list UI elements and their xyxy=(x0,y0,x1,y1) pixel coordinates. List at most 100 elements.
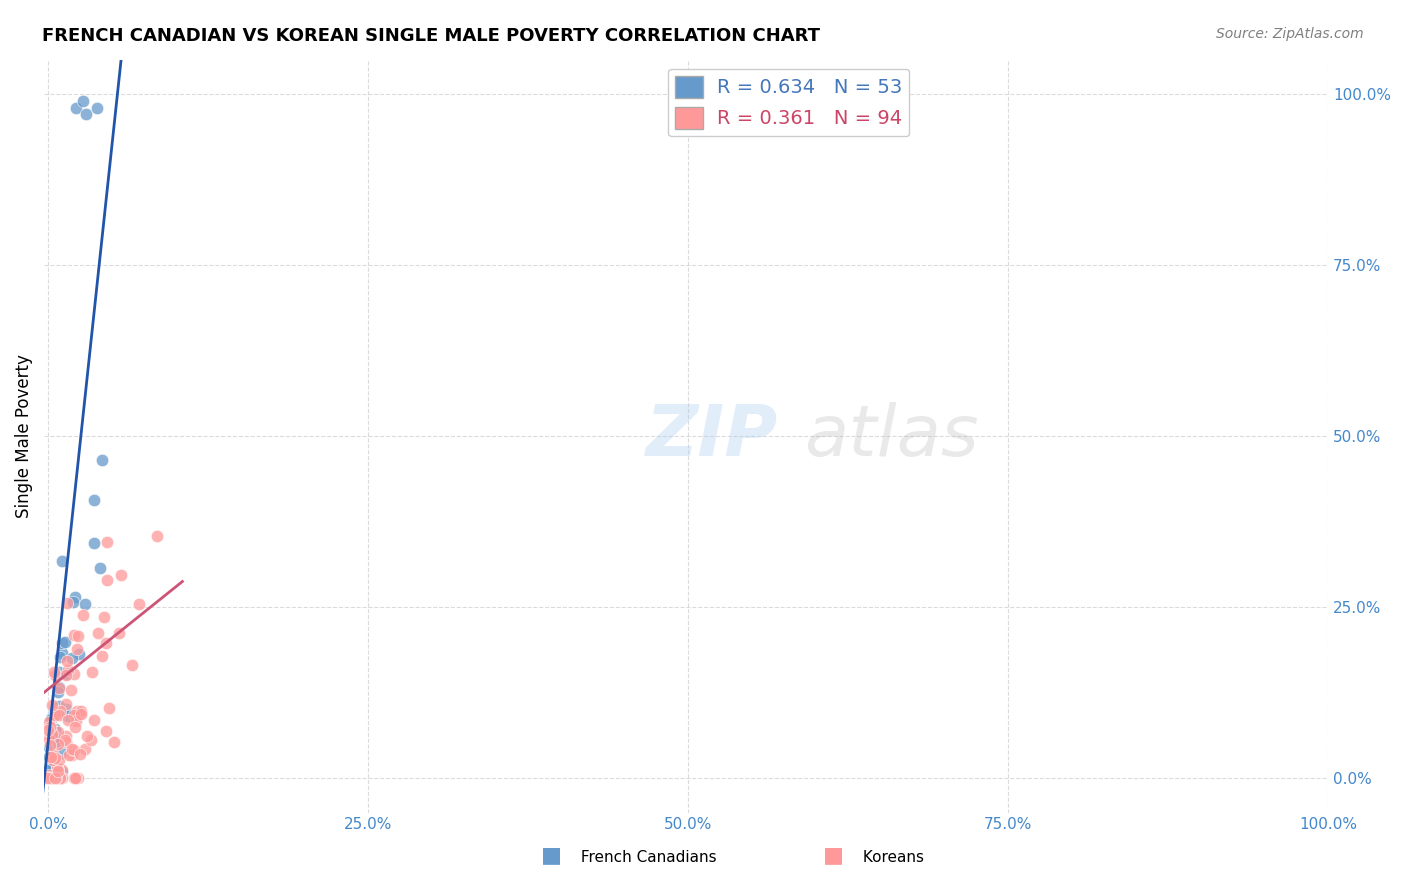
Point xyxy=(46,764,69,778)
Point xyxy=(63,772,86,786)
Point xyxy=(39,772,62,786)
Point xyxy=(96,723,118,738)
Point xyxy=(42,708,65,723)
Point xyxy=(46,766,69,780)
Point xyxy=(80,733,103,747)
Point xyxy=(96,574,118,588)
Point xyxy=(45,772,67,786)
Point xyxy=(63,708,86,723)
Point xyxy=(48,681,70,696)
Point xyxy=(55,697,77,711)
Point xyxy=(48,704,70,718)
Point xyxy=(39,749,62,764)
Point xyxy=(39,764,62,778)
Point xyxy=(37,723,59,737)
Point xyxy=(44,751,66,765)
Point xyxy=(38,772,60,786)
Point xyxy=(48,680,70,694)
Point xyxy=(70,704,93,718)
Point xyxy=(62,667,84,681)
Text: Source: ZipAtlas.com: Source: ZipAtlas.com xyxy=(1216,27,1364,41)
Point xyxy=(69,747,91,761)
Point xyxy=(49,649,72,664)
Point xyxy=(55,668,77,682)
Point xyxy=(49,772,72,786)
Point xyxy=(41,727,63,741)
Point xyxy=(45,733,67,747)
Point xyxy=(90,453,112,467)
Point xyxy=(62,627,84,641)
Point xyxy=(39,772,62,786)
Point xyxy=(44,722,66,736)
Point xyxy=(55,735,77,749)
Point xyxy=(39,725,62,739)
Point xyxy=(39,772,62,786)
Point xyxy=(48,753,70,767)
Point xyxy=(76,729,98,743)
Point xyxy=(48,772,70,786)
Point xyxy=(37,772,59,786)
Text: French Canadians: French Canadians xyxy=(576,850,717,865)
Point xyxy=(51,765,73,780)
Point xyxy=(51,746,73,760)
Point xyxy=(44,708,66,723)
Point xyxy=(65,591,87,605)
Point xyxy=(44,772,66,786)
Point xyxy=(42,761,65,775)
Point xyxy=(67,706,90,721)
Point xyxy=(46,737,69,751)
Point xyxy=(73,741,96,756)
Point xyxy=(39,772,62,786)
Point xyxy=(44,704,66,718)
Point xyxy=(38,762,60,776)
Point xyxy=(93,610,115,624)
Point xyxy=(72,607,94,622)
Point xyxy=(39,772,62,786)
Point xyxy=(66,642,89,657)
Point xyxy=(98,700,121,714)
Point xyxy=(107,626,129,640)
Point xyxy=(38,739,60,754)
Point xyxy=(67,648,90,662)
Point xyxy=(38,772,60,786)
Point xyxy=(51,553,73,567)
Point xyxy=(44,707,66,722)
Point xyxy=(83,535,105,549)
Point xyxy=(145,529,167,543)
Point xyxy=(56,708,79,723)
Point xyxy=(65,705,87,719)
Point xyxy=(72,94,94,108)
Point xyxy=(87,625,110,640)
Y-axis label: Single Male Poverty: Single Male Poverty xyxy=(15,354,32,518)
Point xyxy=(39,720,62,734)
Point xyxy=(39,739,62,753)
Point xyxy=(67,629,90,643)
Point xyxy=(55,729,77,743)
Point xyxy=(41,772,63,786)
Point xyxy=(56,663,79,677)
Point xyxy=(38,772,60,786)
Point xyxy=(48,665,70,680)
Point xyxy=(58,748,80,763)
Point xyxy=(45,761,67,775)
Point xyxy=(48,699,70,714)
Point xyxy=(42,731,65,745)
Point xyxy=(86,101,108,115)
Point xyxy=(65,714,87,728)
Text: FRENCH CANADIAN VS KOREAN SINGLE MALE POVERTY CORRELATION CHART: FRENCH CANADIAN VS KOREAN SINGLE MALE PO… xyxy=(42,27,820,45)
Text: atlas: atlas xyxy=(804,401,979,471)
Point xyxy=(96,535,118,549)
Point xyxy=(89,561,111,575)
Point xyxy=(103,735,125,749)
Point xyxy=(48,707,70,722)
Point xyxy=(38,750,60,764)
Text: Koreans: Koreans xyxy=(858,850,924,865)
Point xyxy=(75,107,97,121)
Point xyxy=(90,649,112,664)
Point xyxy=(65,101,87,115)
Point xyxy=(44,724,66,739)
Point xyxy=(56,654,79,668)
Point xyxy=(63,743,86,757)
Point xyxy=(80,665,103,680)
Point xyxy=(96,636,118,650)
